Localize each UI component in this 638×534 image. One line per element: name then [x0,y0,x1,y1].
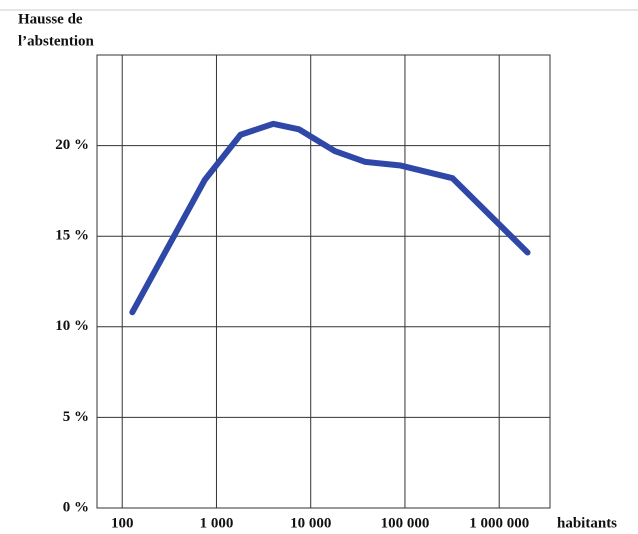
x-tick-label: 1 000 [200,515,234,531]
x-tick-label: 100 [111,515,134,531]
y-axis-label: Hausse de [18,11,83,27]
line [129,120,531,316]
plot-frame [96,54,551,509]
y-tick-label: 10 % [55,318,89,334]
x-tick-label: 100 000 [381,515,430,531]
y-tick-label: 5 % [63,409,89,425]
y-tick-label: 15 % [55,228,89,244]
x-axis-label: habitants [557,515,617,531]
x-tick-label: 1 000 000 [469,515,529,531]
y-axis-label: l’abstention [18,33,95,49]
x-tick-label: 10 000 [290,515,331,531]
y-tick-label: 20 % [55,137,89,153]
y-tick-label: 0 % [63,499,89,515]
